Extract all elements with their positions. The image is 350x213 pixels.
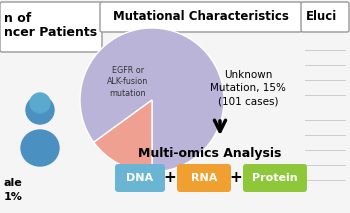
Wedge shape — [80, 28, 224, 172]
Text: ale: ale — [4, 178, 23, 188]
FancyBboxPatch shape — [115, 164, 165, 192]
Text: Unknown
Mutation, 15%
(101 cases): Unknown Mutation, 15% (101 cases) — [210, 70, 286, 106]
Text: 1%: 1% — [4, 192, 23, 202]
FancyBboxPatch shape — [177, 164, 231, 192]
Text: Multi-omics Analysis: Multi-omics Analysis — [138, 147, 282, 160]
Text: Protein: Protein — [252, 173, 298, 183]
Wedge shape — [94, 100, 152, 172]
Text: Mutational Characteristics: Mutational Characteristics — [113, 10, 289, 23]
Circle shape — [30, 93, 50, 113]
Text: +: + — [230, 170, 242, 186]
Text: RNA: RNA — [191, 173, 217, 183]
FancyBboxPatch shape — [301, 2, 349, 32]
Text: n of: n of — [4, 12, 31, 24]
Text: Eluci: Eluci — [306, 10, 337, 23]
Text: +: + — [164, 170, 176, 186]
FancyBboxPatch shape — [0, 2, 102, 52]
Circle shape — [26, 96, 54, 124]
Text: DNA: DNA — [126, 173, 154, 183]
Text: ncer Patients: ncer Patients — [4, 26, 97, 39]
Ellipse shape — [21, 130, 59, 166]
FancyBboxPatch shape — [100, 2, 302, 32]
Text: EGFR or
ALK-fusion
mutation: EGFR or ALK-fusion mutation — [107, 66, 149, 98]
FancyBboxPatch shape — [243, 164, 307, 192]
